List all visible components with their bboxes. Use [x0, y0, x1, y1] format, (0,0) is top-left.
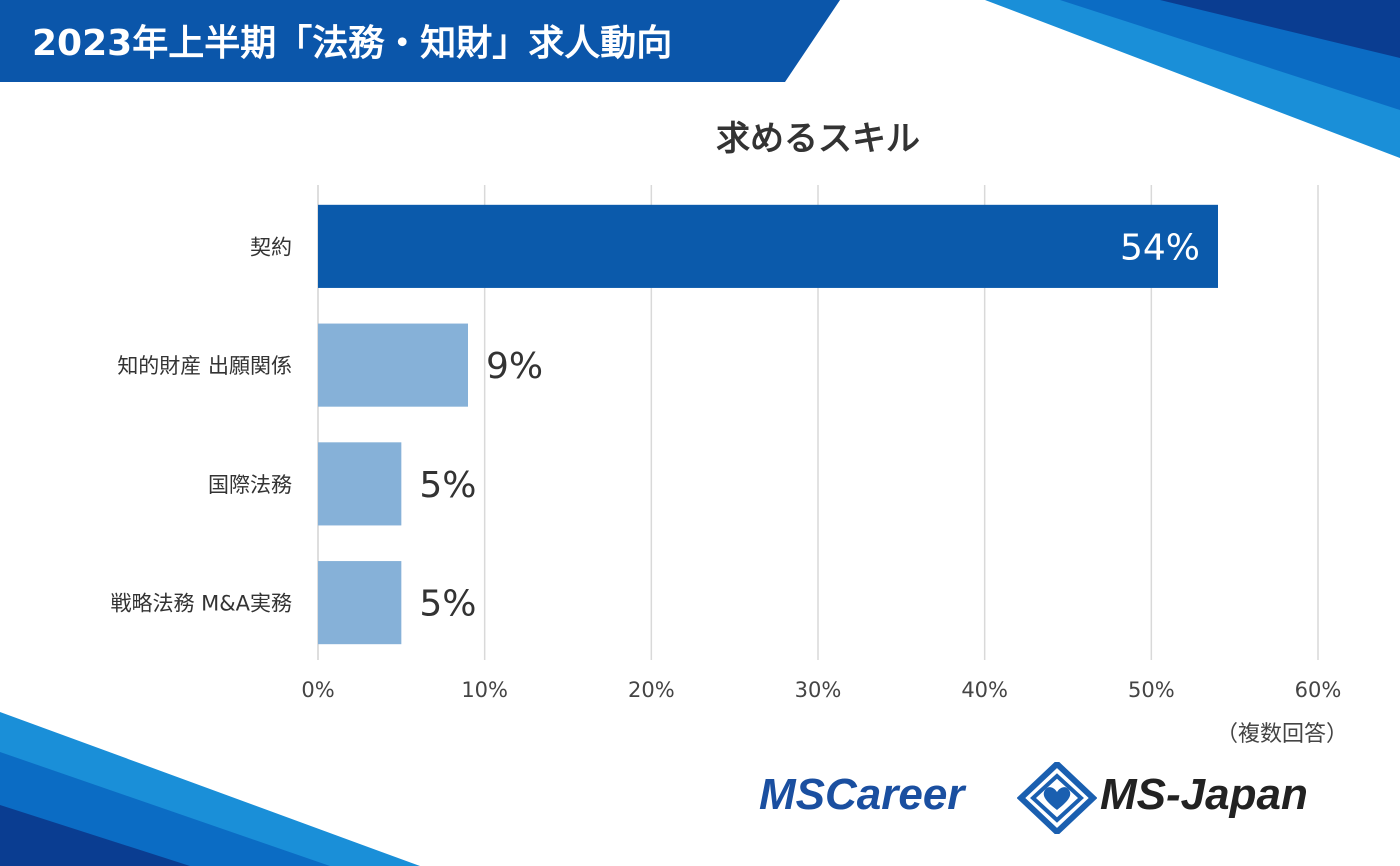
logo-area: MSCareer MS-Japan: [755, 762, 1355, 834]
x-tick-label-4: 40%: [961, 678, 1008, 702]
bar-2: [318, 442, 402, 526]
chart-title: 求めるスキル: [716, 119, 920, 159]
category-label-3: 戦略法務 M&A実務: [110, 592, 292, 616]
footnote: （複数回答）: [1215, 722, 1348, 747]
corner-stripe-bottom-left-dark: [0, 805, 190, 866]
x-tick-labels: 0% 10% 20% 30% 40% 50% 60%: [301, 678, 1341, 702]
corner-stripe-top-right-dark: [1160, 0, 1400, 58]
bar-3: [318, 561, 402, 645]
heart-diamond-logo-icon: [1017, 762, 1097, 834]
bar-0: [318, 204, 1218, 288]
category-label-1: 知的財産 出願関係: [117, 354, 292, 378]
x-tick-label-1: 10%: [461, 678, 508, 702]
category-label-2: 国際法務: [208, 473, 292, 497]
page-title: 2023年上半期「法務・知財」求人動向: [32, 23, 673, 64]
bars: [318, 204, 1218, 645]
value-label-1: 9%: [486, 346, 543, 387]
value-label-3: 5%: [419, 584, 476, 625]
x-tick-label-0: 0%: [301, 678, 334, 702]
value-labels: 54% 9% 5% 5%: [419, 227, 1200, 624]
value-label-2: 5%: [419, 465, 476, 506]
header-banner: [0, 0, 840, 82]
mscareer-logo: MSCareer: [759, 770, 965, 819]
category-label-0: 契約: [250, 235, 292, 259]
x-tick-label-3: 30%: [795, 678, 842, 702]
ms-japan-logo: MS-Japan: [1100, 770, 1308, 819]
bar-1: [318, 323, 468, 407]
value-label-0: 54%: [1120, 227, 1200, 268]
x-tick-label-2: 20%: [628, 678, 675, 702]
x-tick-label-6: 60%: [1295, 678, 1342, 702]
x-tick-label-5: 50%: [1128, 678, 1175, 702]
